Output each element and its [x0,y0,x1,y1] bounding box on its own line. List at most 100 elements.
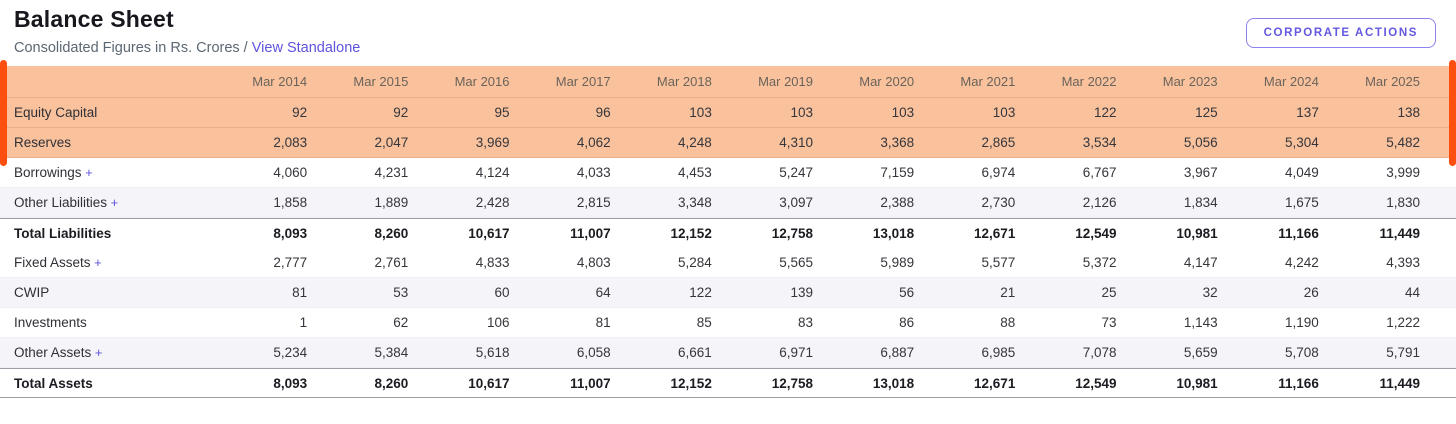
value-cell: 1,858 [273,195,308,210]
row-label: Total Assets [14,375,93,391]
expand-icon[interactable]: + [107,195,119,210]
value-cell: 5,247 [779,165,813,180]
value-cell: 8,260 [374,375,409,391]
value-cell: 13,018 [872,375,915,391]
value-cell: 103 [992,105,1016,120]
row-label[interactable]: Borrowings + [14,165,93,180]
value-cell: 8,093 [273,375,308,391]
value-cell: 7,159 [880,165,915,180]
value-cell: 2,047 [374,135,409,150]
row-label: Equity Capital [14,105,98,120]
value-cell: 44 [1404,285,1420,300]
value-cell: 3,097 [779,195,813,210]
column-header: Mar 2018 [656,74,712,89]
value-cell: 2,388 [880,195,915,210]
value-cell: 1,222 [1386,315,1420,330]
value-cell: 10,617 [468,375,510,391]
value-cell: 4,147 [1183,255,1218,270]
title-block: Balance Sheet Consolidated Figures in Rs… [14,6,360,56]
value-cell: 2,730 [981,195,1016,210]
column-header: Mar 2017 [555,74,611,89]
corporate-actions-button[interactable]: CORPORATE ACTIONS [1245,18,1436,48]
value-cell: 4,453 [678,165,712,180]
value-cell: 4,803 [576,255,611,270]
value-cell: 11,007 [570,226,611,241]
value-cell: 137 [1296,105,1319,120]
value-cell: 62 [393,315,409,330]
value-cell: 92 [292,105,308,120]
value-cell: 3,967 [1183,165,1218,180]
value-cell: 4,033 [576,165,611,180]
row-label: Total Liabilities [14,226,112,241]
value-cell: 5,659 [1183,345,1218,360]
value-cell: 11,449 [1379,375,1420,391]
value-cell: 139 [790,285,813,300]
column-header: Mar 2024 [1263,74,1319,89]
value-cell: 12,758 [771,226,813,241]
value-cell: 32 [1202,285,1218,300]
value-cell: 4,248 [678,135,712,150]
column-header: Mar 2021 [960,74,1016,89]
view-standalone-link[interactable]: View Standalone [251,40,361,56]
balance-sheet-table: Mar 2014 Mar 2015 Mar 2016 Mar 2017 Mar 2018… [0,60,1456,398]
expand-icon[interactable]: + [91,345,103,360]
value-cell: 12,152 [670,375,712,391]
table-row: CWIP 81 53 60 64 122 139 56 21 25 32 26 44 [0,278,1456,308]
value-cell: 1,889 [374,195,409,210]
expand-icon[interactable]: + [81,165,93,180]
row-label[interactable]: Other Assets + [14,345,103,360]
column-header: Mar 2025 [1365,74,1420,89]
value-cell: 56 [899,285,915,300]
value-cell: 4,310 [779,135,813,150]
value-cell: 5,372 [1082,255,1117,270]
value-cell: 5,056 [1183,135,1218,150]
value-cell: 138 [1397,105,1420,120]
value-cell: 6,767 [1082,165,1117,180]
expand-icon[interactable]: + [90,255,102,270]
row-label[interactable]: Other Liabilities + [14,195,119,210]
row-label: Investments [14,315,87,330]
value-cell: 1,675 [1285,195,1319,210]
value-cell: 11,166 [1278,375,1319,391]
value-cell: 88 [1000,315,1016,330]
value-cell: 95 [494,105,510,120]
value-cell: 2,815 [576,195,611,210]
value-cell: 5,384 [374,345,409,360]
value-cell: 4,124 [475,165,510,180]
row-label[interactable]: Fixed Assets + [14,255,102,270]
value-cell: 85 [696,315,712,330]
table-row: Other Liabilities + 1,858 1,889 2,428 2,815 3… [0,188,1456,218]
value-cell: 3,368 [880,135,915,150]
page-header: Balance Sheet Consolidated Figures in Rs… [0,0,1456,66]
value-cell: 2,428 [475,195,510,210]
column-header: Mar 2015 [353,74,409,89]
value-cell: 81 [595,315,611,330]
value-cell: 6,661 [678,345,712,360]
value-cell: 5,989 [880,255,915,270]
table-header-row: Mar 2014 Mar 2015 Mar 2016 Mar 2017 Mar 2018… [0,66,1456,98]
value-cell: 81 [292,285,308,300]
value-cell: 6,974 [981,165,1016,180]
value-cell: 103 [790,105,813,120]
value-cell: 2,126 [1082,195,1117,210]
value-cell: 3,969 [475,135,510,150]
subtitle-text: Consolidated Figures in Rs. Crores / [14,40,248,56]
highlight-left-bar [0,60,7,166]
value-cell: 12,549 [1075,375,1117,391]
value-cell: 5,284 [678,255,712,270]
column-header: Mar 2023 [1162,74,1218,89]
table-row: Fixed Assets + 2,777 2,761 4,833 4,803 5,284 5… [0,248,1456,278]
value-cell: 7,078 [1082,345,1117,360]
value-cell: 103 [689,105,712,120]
value-cell: 2,777 [273,255,308,270]
table-row: Total Liabilities 8,093 8,260 10,617 11,007 1… [0,218,1456,248]
value-cell: 1,190 [1285,315,1319,330]
value-cell: 4,060 [273,165,308,180]
value-cell: 5,618 [475,345,510,360]
column-header: Mar 2022 [1061,74,1117,89]
value-cell: 11,166 [1278,226,1319,241]
table-row: Total Assets 8,093 8,260 10,617 11,007 12,152… [0,368,1456,398]
page-title: Balance Sheet [14,6,174,32]
value-cell: 5,482 [1386,135,1420,150]
value-cell: 122 [689,285,712,300]
